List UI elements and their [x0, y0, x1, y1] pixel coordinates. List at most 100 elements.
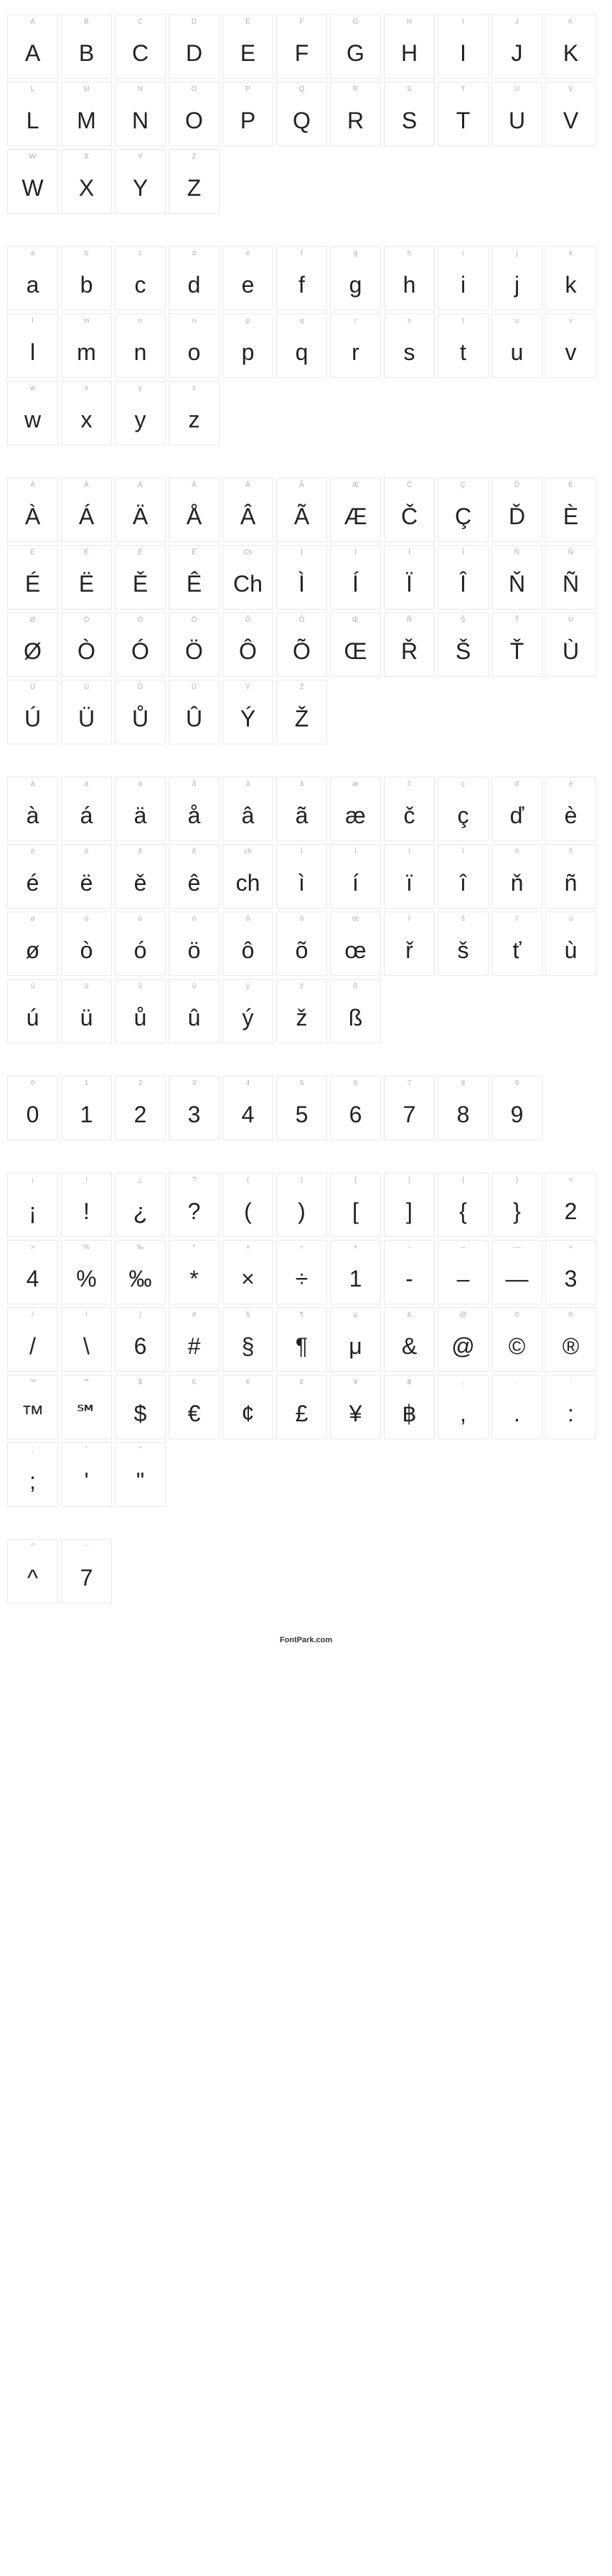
glyph-label: ¥: [354, 1375, 358, 1388]
glyph-cell: 00: [7, 1076, 58, 1140]
glyph-char: ¿: [133, 1186, 148, 1236]
glyph-cell: TT: [438, 82, 489, 146]
glyph-label: T: [461, 82, 465, 95]
glyph-cell: řř: [384, 911, 435, 976]
glyph-cell: %%: [61, 1240, 112, 1304]
glyph-cell: ..: [491, 1375, 542, 1439]
glyph-label: N: [138, 82, 143, 95]
glyph-char: ¢: [242, 1388, 255, 1439]
glyph-char: Í: [352, 559, 359, 609]
glyph-char: ň: [511, 858, 524, 908]
glyph-cell: ŽŽ: [276, 680, 327, 744]
glyph-char: c: [135, 260, 146, 310]
glyph-char: }: [513, 1186, 521, 1236]
glyph-char: ¥: [349, 1388, 362, 1439]
glyph-char: y: [135, 394, 146, 445]
glyph-label: $: [138, 1375, 143, 1388]
glyph-grid: ÀÀÁÁÄÄÅÅÂÂÃÃÆÆČČÇÇĎĎÈÈÉÉËËĚĚÊÊChChÌÌÍÍÏÏ…: [7, 478, 605, 744]
glyph-label: —: [514, 1241, 521, 1254]
glyph-label: ç: [461, 777, 465, 790]
glyph-label: ä: [138, 777, 143, 790]
glyph-label: l: [32, 314, 33, 327]
glyph-cell: ÍÍ: [330, 545, 381, 610]
glyph-label: ¶: [300, 1308, 303, 1321]
glyph-cell: ÜÜ: [61, 680, 112, 744]
glyph-char: G: [347, 28, 364, 78]
glyph-chart: AABBCCDDEEFFGGHHIIJJKKLLMMNNOOPPQQRRSSTT…: [7, 14, 605, 1604]
glyph-label: ã: [300, 777, 304, 790]
glyph-label: Ů: [138, 681, 143, 693]
glyph-cell: ĎĎ: [491, 478, 542, 542]
glyph-char: D: [186, 28, 202, 78]
glyph-char: Ù: [562, 626, 579, 676]
glyph-char: [: [352, 1186, 359, 1236]
glyph-label: b: [85, 247, 89, 260]
glyph-label: J: [515, 15, 519, 28]
glyph-label: q: [300, 314, 304, 327]
glyph-label: ď: [514, 777, 519, 790]
glyph-cell: ss: [384, 313, 435, 378]
glyph-cell: œœ: [330, 911, 381, 976]
glyph-cell: qq: [276, 313, 327, 378]
glyph-cell: 44: [222, 1076, 273, 1140]
glyph-char: ÷: [296, 1254, 309, 1304]
glyph-label: F: [299, 15, 303, 28]
glyph-label: =: [569, 1241, 573, 1254]
glyph-cell: //: [7, 1307, 58, 1372]
glyph-cell: kk: [545, 246, 596, 311]
glyph-char: p: [242, 327, 255, 377]
glyph-cell: õõ: [276, 911, 327, 976]
glyph-label: ë: [85, 845, 89, 858]
glyph-label: Ü: [84, 681, 89, 693]
glyph-char: Î: [460, 559, 466, 609]
glyph-cell: SS: [384, 82, 435, 146]
glyph-label: 8: [461, 1076, 466, 1089]
glyph-label: 7: [408, 1076, 412, 1089]
glyph-cell: YY: [115, 149, 166, 214]
glyph-label: E: [245, 15, 250, 28]
section-uppercase: AABBCCDDEEFFGGHHIIJJKKLLMMNNOOPPQQRRSSTT…: [7, 14, 605, 214]
glyph-label: x: [85, 382, 88, 394]
glyph-char: 3: [565, 1254, 578, 1304]
glyph-cell: LL: [7, 82, 58, 146]
glyph-cell: ãã: [276, 777, 327, 841]
glyph-cell: **: [169, 1240, 220, 1304]
glyph-char: z: [189, 394, 200, 445]
glyph-cell: chch: [222, 844, 273, 909]
glyph-cell: ChCh: [222, 545, 273, 610]
glyph-label: ý: [246, 980, 250, 993]
glyph-label: y: [138, 382, 142, 394]
glyph-cell: čč: [384, 777, 435, 841]
glyph-cell: ññ: [545, 844, 596, 909]
glyph-cell: ©©: [491, 1307, 542, 1372]
glyph-cell: ¶¶: [276, 1307, 327, 1372]
glyph-label: B: [84, 15, 89, 28]
glyph-label: 5: [300, 1076, 304, 1089]
glyph-char: U: [509, 95, 525, 146]
glyph-cell: ňň: [491, 844, 542, 909]
glyph-cell: ££: [276, 1375, 327, 1439]
glyph-char: ch: [236, 858, 260, 908]
glyph-grid: aabbccddeeffgghhiijjkkllmmnnooppqqrrsstt…: [7, 246, 605, 445]
glyph-char: ': [84, 1456, 88, 1506]
glyph-cell: aa: [7, 246, 58, 311]
glyph-char: §: [242, 1321, 255, 1371]
glyph-cell: !!: [61, 1173, 112, 1237]
glyph-label: Í: [354, 546, 357, 559]
glyph-char: Ã: [294, 491, 309, 541]
glyph-char: .: [514, 1388, 520, 1439]
glyph-label: Ť: [514, 613, 519, 626]
glyph-label: €: [192, 1375, 197, 1388]
glyph-label: 0: [31, 1076, 35, 1089]
glyph-cell: ÑÑ: [545, 545, 596, 610]
glyph-char: \: [83, 1321, 90, 1371]
glyph-label: v: [569, 314, 573, 327]
glyph-cell: ––: [438, 1240, 489, 1304]
glyph-label: È: [568, 478, 573, 491]
glyph-label: ‰: [137, 1241, 144, 1254]
glyph-char: %: [76, 1254, 96, 1304]
glyph-label: R: [353, 82, 358, 95]
glyph-char: l: [30, 327, 35, 377]
glyph-char: x: [81, 394, 93, 445]
glyph-cell: 55: [276, 1076, 327, 1140]
